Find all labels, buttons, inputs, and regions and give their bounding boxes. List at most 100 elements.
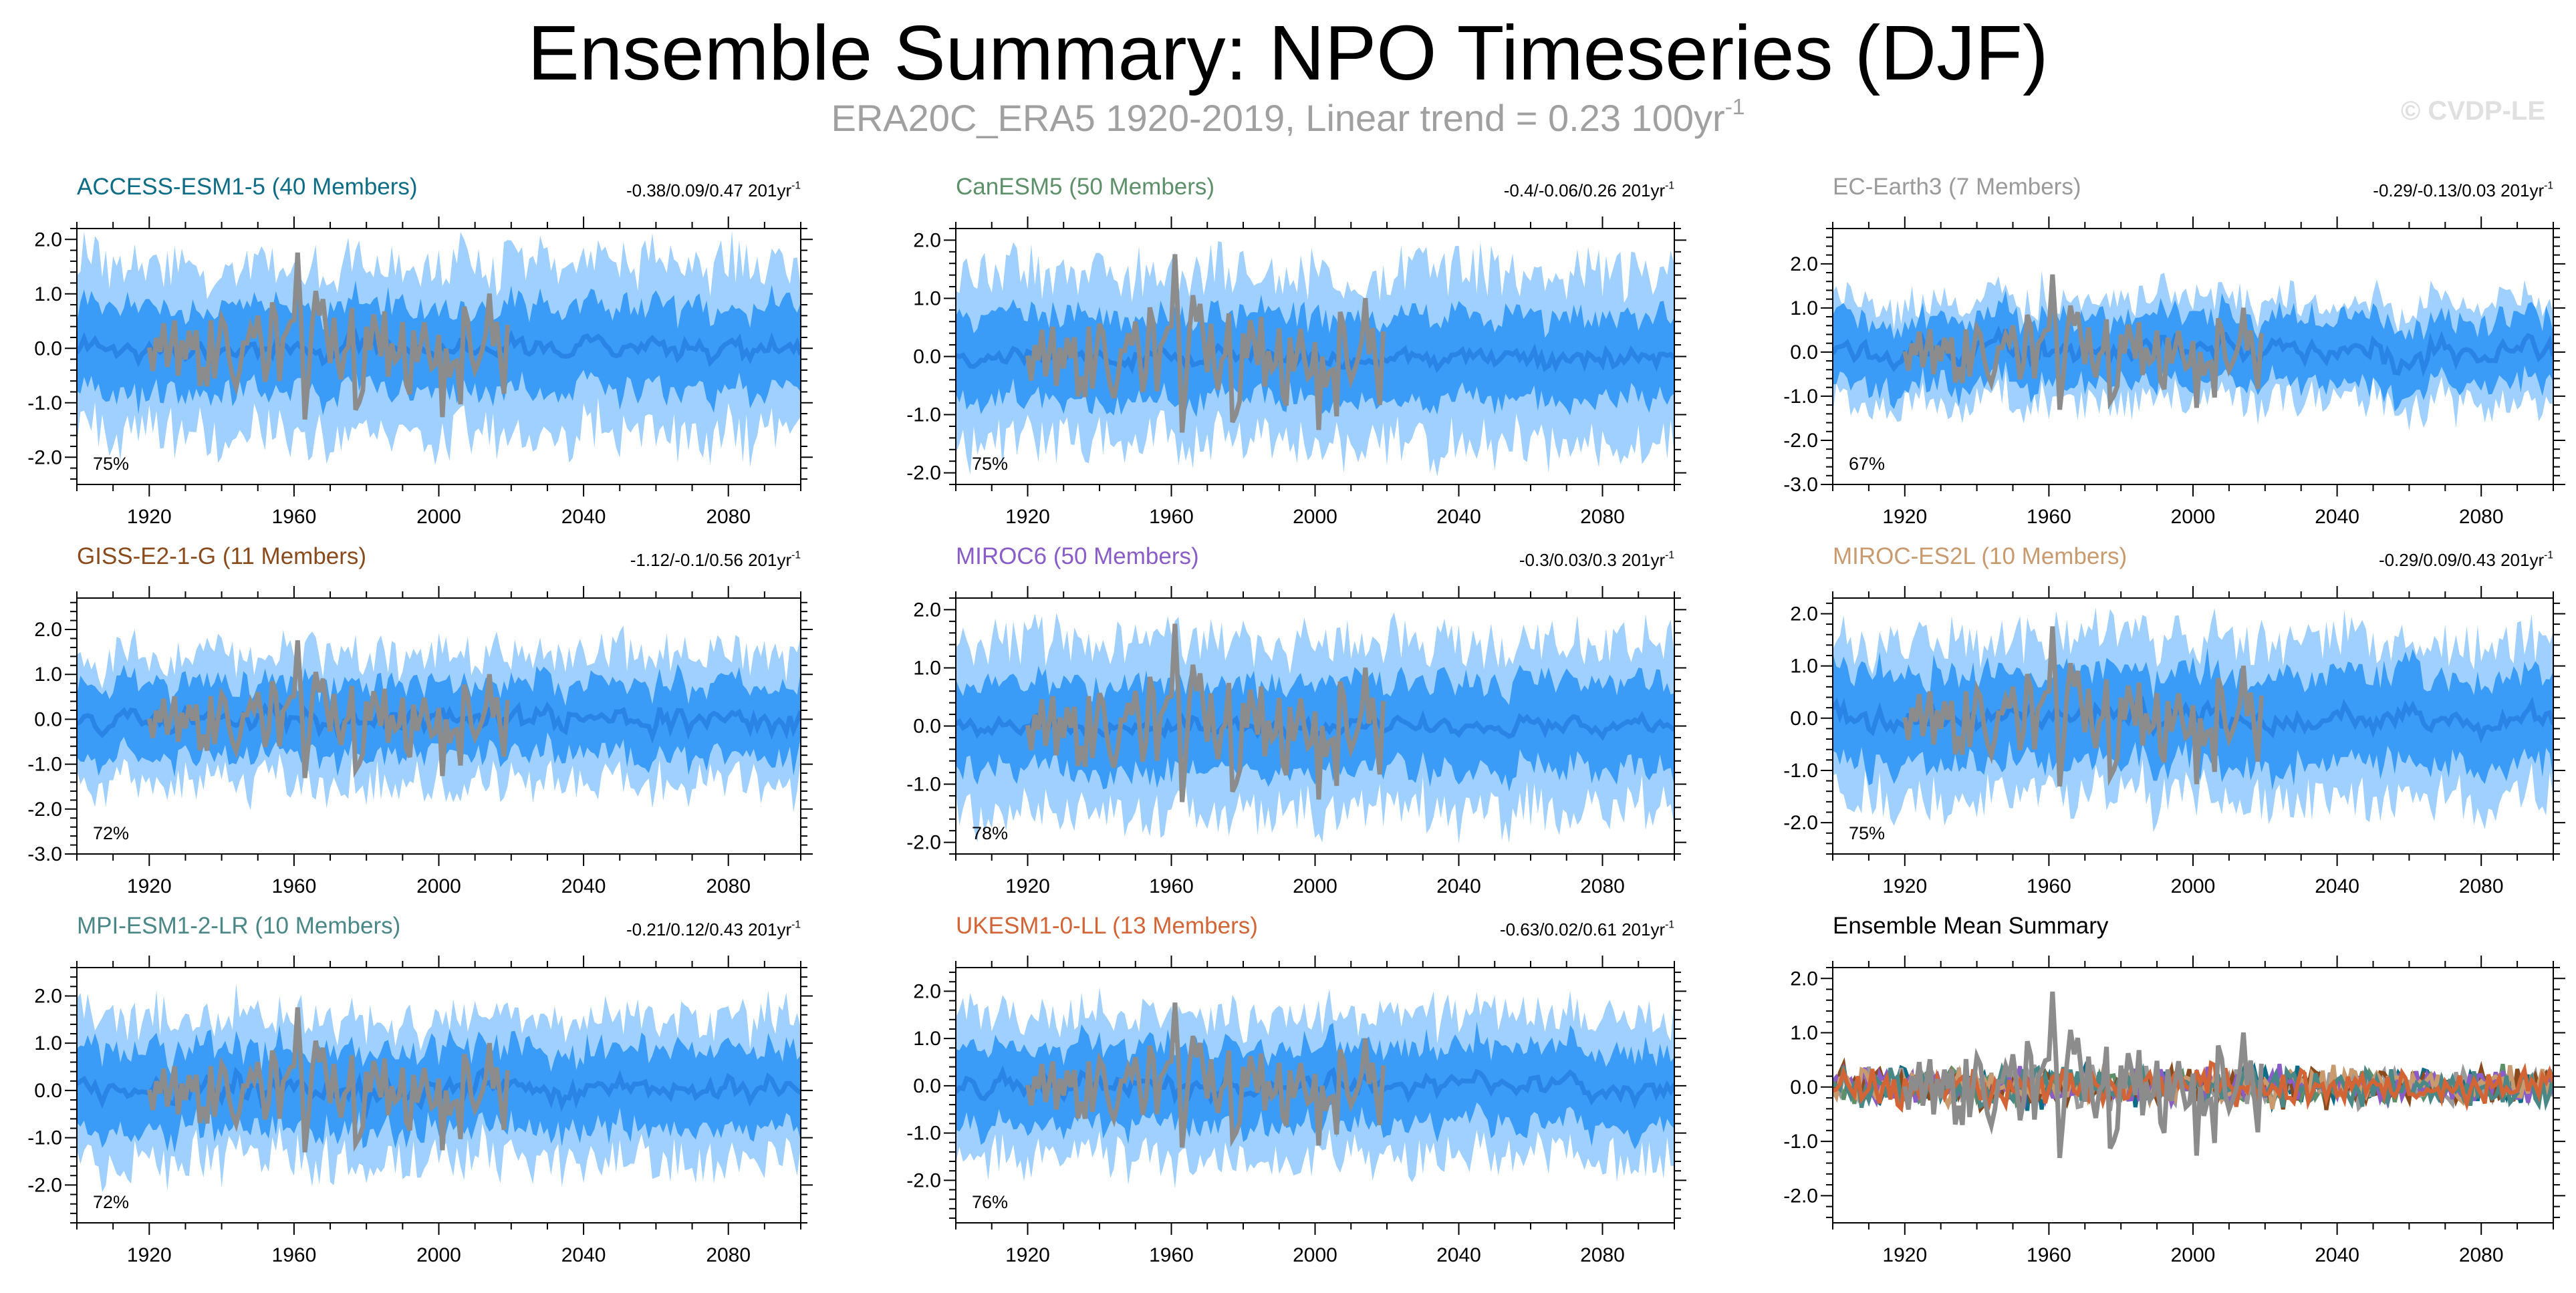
percent-label: 78% [972,823,1008,843]
x-tick-label: 2040 [1436,1244,1481,1266]
x-tick-label: 2080 [1580,875,1625,897]
observations-line [1902,626,2264,787]
plot-area [1833,271,2553,431]
observations-line [146,640,510,778]
percent-label: 72% [93,1192,129,1212]
y-tick-label: -3.0 [27,843,62,865]
y-tick-label: 1.0 [913,657,941,679]
x-tick-label: 2040 [1436,506,1481,528]
plot-frame [1832,597,2554,855]
plot-frame [955,967,1675,1224]
y-tick-label: -1.0 [906,404,941,426]
y-tick-label: 1.0 [913,287,941,309]
panel-trend: -0.29/0.09/0.43 201yr-1 [2379,550,2553,570]
trend-text: -0.29/-0.13/0.03 201yr [2373,180,2545,200]
y-tick-label: 0.0 [34,1080,62,1102]
panel-trend: -0.29/-0.13/0.03 201yr-1 [2373,180,2553,200]
y-tick-label: 0.0 [913,346,941,368]
credit-watermark: © CVDP-LE [2400,96,2545,126]
member-mean-line [1833,1057,2553,1114]
y-tick-label: 0.0 [1790,341,1818,364]
inner-spread-band [77,1024,801,1153]
percent-label: 75% [1849,823,1885,843]
x-tick-label: 2040 [1436,875,1481,897]
trend-text: -0.63/0.02/0.61 201yr [1499,919,1666,940]
y-tick-label: 0.0 [913,1075,941,1097]
x-tick-label: 1960 [1149,875,1194,897]
observations-line [1025,254,1386,433]
ensemble-mean-line [1833,695,2553,744]
outer-spread-band [77,984,801,1193]
percent-label: 72% [93,823,129,843]
observations-line [146,252,510,420]
trend-exponent: -1 [791,180,801,192]
x-tick-label: 1960 [1149,506,1194,528]
percent-label: 75% [972,454,1008,474]
observations-line [1902,991,2264,1159]
plot-frame [1832,967,2554,1224]
figure-subtitle: ERA20C_ERA5 1920-2019, Linear trend = 0.… [0,95,2576,142]
panel-trend: -0.4/-0.06/0.26 201yr-1 [1504,180,1674,200]
y-tick-label: 2.0 [34,985,62,1007]
inner-spread-band [956,664,1674,792]
inner-spread-band [956,294,1674,417]
y-tick-label: -1.0 [906,774,941,796]
x-tick-label: 2080 [2459,506,2504,528]
panel-title: EC-Earth3 (7 Members) [1833,174,2081,200]
y-tick-label: 2.0 [1790,253,1818,275]
plot-area [956,612,1674,844]
x-tick-label: 1920 [127,1244,172,1266]
outer-spread-band [77,625,801,813]
x-tick-label: 1920 [1005,1244,1050,1266]
y-tick-label: -2.0 [27,799,62,821]
plot-frame [76,228,801,485]
y-tick-label: 2.0 [1790,603,1818,625]
outer-spread-band [1833,607,2553,833]
trend-exponent: -1 [2544,549,2553,561]
plot-area [1833,991,2553,1159]
x-tick-label: 2000 [416,875,461,897]
panel-title: Ensemble Mean Summary [1833,913,2109,939]
percent-label: 67% [1849,454,1885,474]
trend-text: -1.12/-0.1/0.56 201yr [630,550,792,570]
plot-frame [76,597,801,855]
x-tick-label: 2040 [2315,506,2359,528]
x-tick-label: 2000 [2171,875,2216,897]
y-tick-label: 2.0 [1790,968,1818,990]
ensemble-mean-line [956,1065,1674,1109]
y-tick-label: 0.0 [913,716,941,738]
inner-spread-band [1833,290,2553,412]
y-tick-label: 1.0 [34,1032,62,1054]
x-tick-label: 1960 [272,1244,317,1266]
plot-frame [76,967,801,1224]
x-tick-label: 2000 [2171,506,2216,528]
panel-title: MPI-ESM1-2-LR (10 Members) [77,913,401,939]
inner-spread-band [77,280,801,416]
trend-exponent: -1 [2544,180,2553,192]
trend-text: -0.3/0.03/0.3 201yr [1519,550,1666,570]
x-tick-label: 2080 [1580,506,1625,528]
panel-title: MIROC-ES2L (10 Members) [1833,543,2128,569]
x-tick-label: 2080 [1580,1244,1625,1266]
x-tick-label: 2040 [2315,1244,2359,1266]
plot-frame [1832,228,2554,485]
trend-text: -0.29/0.09/0.43 201yr [2378,550,2545,570]
outer-spread-band [77,231,801,467]
y-tick-label: -1.0 [27,392,62,414]
observations-line [1025,1002,1386,1148]
y-tick-label: 1.0 [913,1028,941,1050]
x-tick-label: 2040 [561,506,606,528]
x-tick-label: 2080 [2459,1244,2504,1266]
ensemble-mean-line [77,327,801,368]
panel-title: MIROC6 (50 Members) [956,543,1199,569]
observations-line [1025,623,1386,803]
percent-label: 76% [972,1192,1008,1212]
plot-area [77,231,801,467]
x-tick-label: 2080 [706,506,751,528]
y-tick-label: 2.0 [913,980,941,1002]
trend-text: -0.21/0.12/0.43 201yr [626,919,792,940]
panel-title: ACCESS-ESM1-5 (40 Members) [77,174,418,200]
x-tick-label: 2040 [561,875,606,897]
trend-text: -0.4/-0.06/0.26 201yr [1503,180,1666,200]
outer-spread-band [956,241,1674,476]
